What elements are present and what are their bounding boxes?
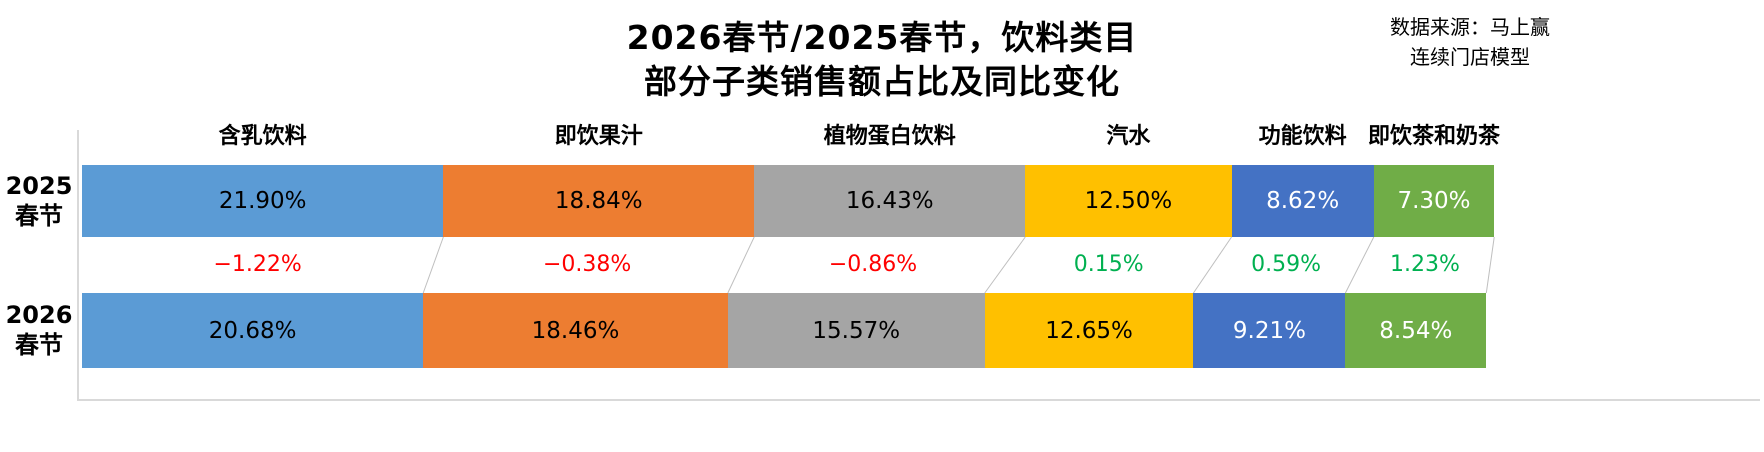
category-header-0: 含乳饮料 xyxy=(218,124,307,149)
bar-segment-r0-c5: 7.30% xyxy=(1373,165,1495,237)
segment-value-label: 21.90% xyxy=(218,188,307,214)
bar-row-0: 21.90% 18.84% 16.43% 12.50% 8.62% 7.30% xyxy=(82,165,1495,237)
segment-value-label: 12.50% xyxy=(1084,188,1173,214)
data-source-line2: 连续门店模型 xyxy=(1410,45,1530,69)
x-axis-line xyxy=(77,399,1760,401)
category-header-2: 植物蛋白饮料 xyxy=(823,124,956,149)
change-label-0: −1.22% xyxy=(213,252,302,277)
chart-title-line1: 2026春节/2025春节，饮料类目 xyxy=(626,18,1138,57)
segment-value-label: 18.46% xyxy=(531,317,620,344)
segment-value-label: 9.21% xyxy=(1232,317,1306,344)
category-header-5: 即饮茶和奶茶 xyxy=(1367,124,1501,149)
change-label-1: −0.38% xyxy=(542,252,632,277)
chart-title-line2: 部分子类销售额占比及同比变化 xyxy=(644,62,1120,101)
change-label-2: −0.86% xyxy=(828,252,918,277)
change-label-5: 1.23% xyxy=(1389,252,1460,277)
bar-segment-r0-c0: 21.90% xyxy=(82,165,444,237)
y-axis-line xyxy=(77,130,79,401)
segment-value-label: 12.65% xyxy=(1045,317,1133,344)
change-label-4: 0.59% xyxy=(1251,252,1321,277)
segment-value-label: 8.62% xyxy=(1266,188,1340,214)
segment-value-label: 16.43% xyxy=(845,188,934,214)
bar-segment-r1-c3: 12.65% xyxy=(984,293,1194,368)
data-source: 数据来源：马上赢 连续门店模型 xyxy=(1390,12,1550,72)
row-label-2026-year: 2026 xyxy=(5,301,73,329)
segment-value-label: 15.57% xyxy=(812,317,901,344)
row-label-2025-year: 2025 xyxy=(5,172,73,200)
bar-segment-r1-c4: 9.21% xyxy=(1193,293,1346,368)
bar-segment-r1-c0: 20.68% xyxy=(82,293,424,368)
bar-segment-r0-c2: 16.43% xyxy=(754,165,1026,237)
row-label-2025-suffix: 春节 xyxy=(15,202,63,230)
bar-segment-r1-c2: 15.57% xyxy=(727,293,985,368)
segment-value-label: 18.84% xyxy=(554,188,643,214)
segment-value-label: 20.68% xyxy=(208,317,297,344)
category-header-4: 功能饮料 xyxy=(1258,124,1347,149)
bar-segment-r0-c3: 12.50% xyxy=(1025,165,1232,237)
row-label-2025: 2025 春节 xyxy=(4,171,74,231)
connector-lines xyxy=(422,236,1495,294)
bar-segment-r0-c4: 8.62% xyxy=(1231,165,1374,237)
bar-segment-r0-c1: 18.84% xyxy=(443,165,755,237)
segment-value-label: 8.54% xyxy=(1379,317,1453,344)
bar-segment-r1-c5: 8.54% xyxy=(1345,293,1487,368)
segment-value-label: 7.30% xyxy=(1397,188,1471,214)
bar-segment-r1-c1: 18.46% xyxy=(423,293,728,368)
category-header-1: 即饮果汁 xyxy=(554,124,643,149)
row-label-2026: 2026 春节 xyxy=(4,300,74,360)
row-label-2026-suffix: 春节 xyxy=(15,331,63,359)
bar-row-1: 20.68% 18.46% 15.57% 12.65% 9.21% 8.54% xyxy=(82,293,1487,368)
change-label-3: 0.15% xyxy=(1073,252,1144,277)
data-source-line1: 数据来源：马上赢 xyxy=(1390,15,1550,39)
category-header-3: 汽水 xyxy=(1106,124,1151,149)
chart-title: 2026春节/2025春节，饮料类目 部分子类销售额占比及同比变化 xyxy=(0,16,1764,104)
